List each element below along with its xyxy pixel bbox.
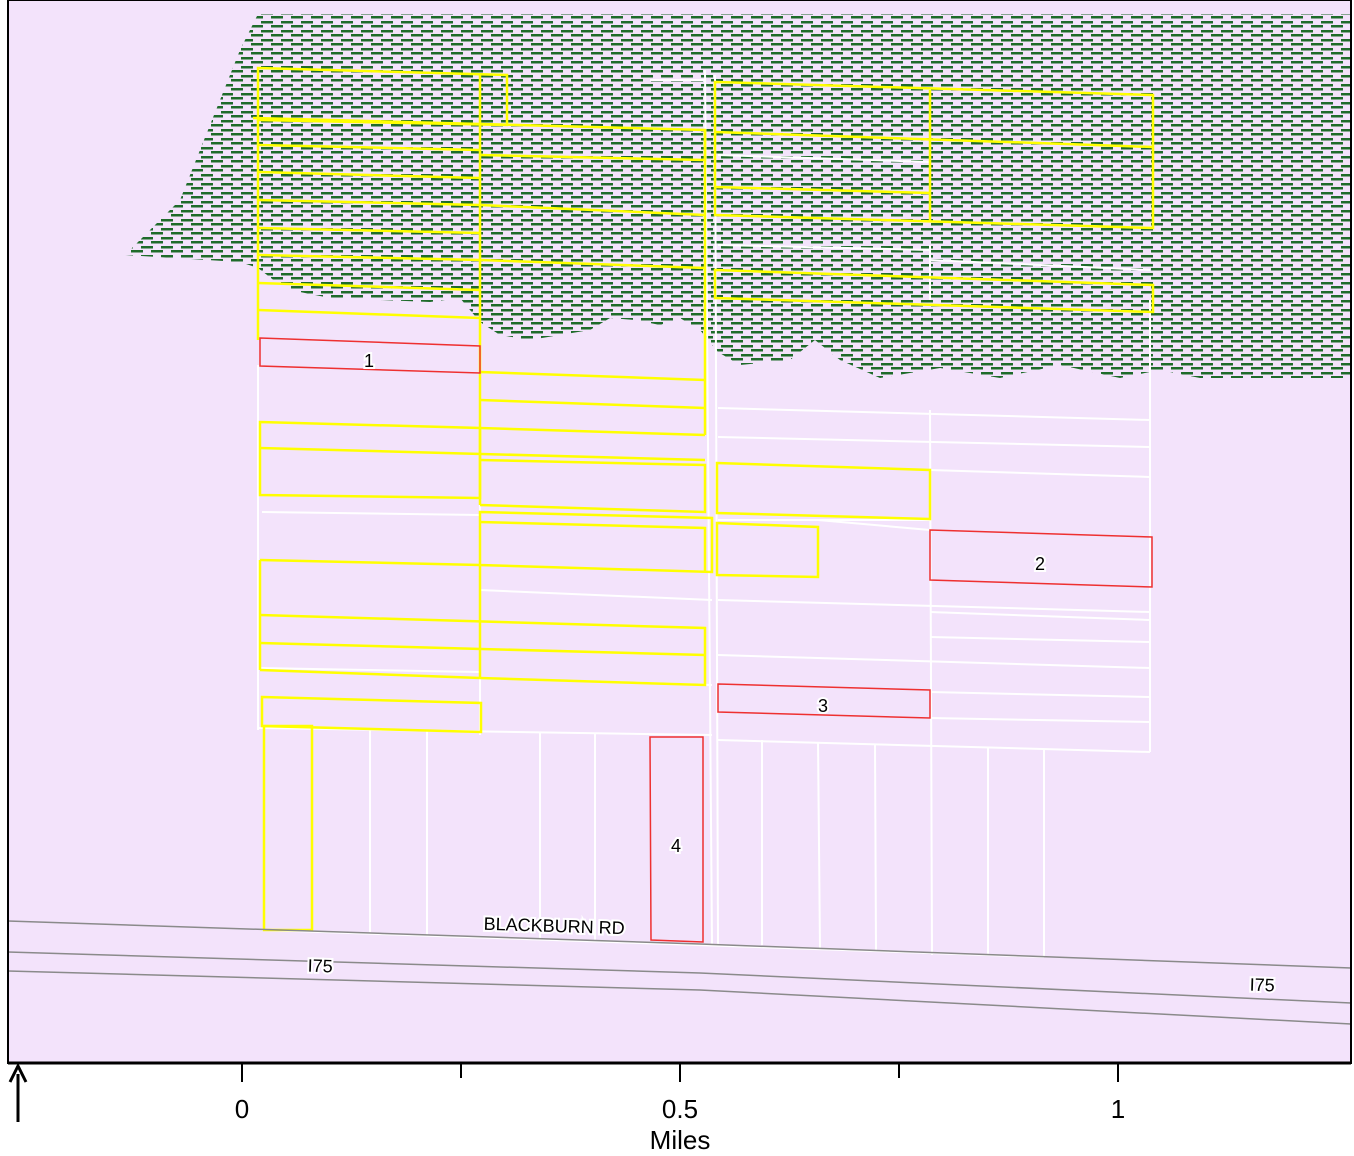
yellow-parcels [252, 66, 1155, 932]
i75-south-line [7, 970, 1352, 1025]
scale-unit-label: Miles [650, 1125, 711, 1155]
scale-label-half: 0.5 [662, 1094, 698, 1124]
parcel-label-3: 3 [818, 696, 828, 716]
blackburn-rd-line [7, 920, 1352, 969]
road-label-i75-right: I75 [1249, 975, 1275, 996]
parcel-labels: 1 2 3 4 [362, 349, 1047, 858]
red-parcels [259, 337, 1153, 943]
parcel-label-2: 2 [1035, 554, 1045, 574]
parcel-label-4: 4 [671, 836, 681, 856]
scale-bar: 0 0.5 1 Miles [8, 1061, 1351, 1155]
road-label-i75-left: I75 [307, 956, 333, 977]
hatched-zone [125, 14, 1351, 378]
parcel-label-1: 1 [364, 351, 374, 371]
parcel-3-outline[interactable] [717, 683, 931, 719]
north-arrow-icon [8, 1062, 28, 1122]
scale-label-0: 0 [235, 1094, 249, 1124]
parcel-4-outline[interactable] [649, 736, 704, 943]
roads [7, 920, 1352, 1025]
parcel-2-outline[interactable] [929, 529, 1153, 588]
parcel-1-outline[interactable] [259, 337, 481, 374]
scale-label-1: 1 [1111, 1094, 1125, 1124]
i75-north-line [7, 951, 1352, 1004]
parcel-outlines [257, 69, 1151, 958]
